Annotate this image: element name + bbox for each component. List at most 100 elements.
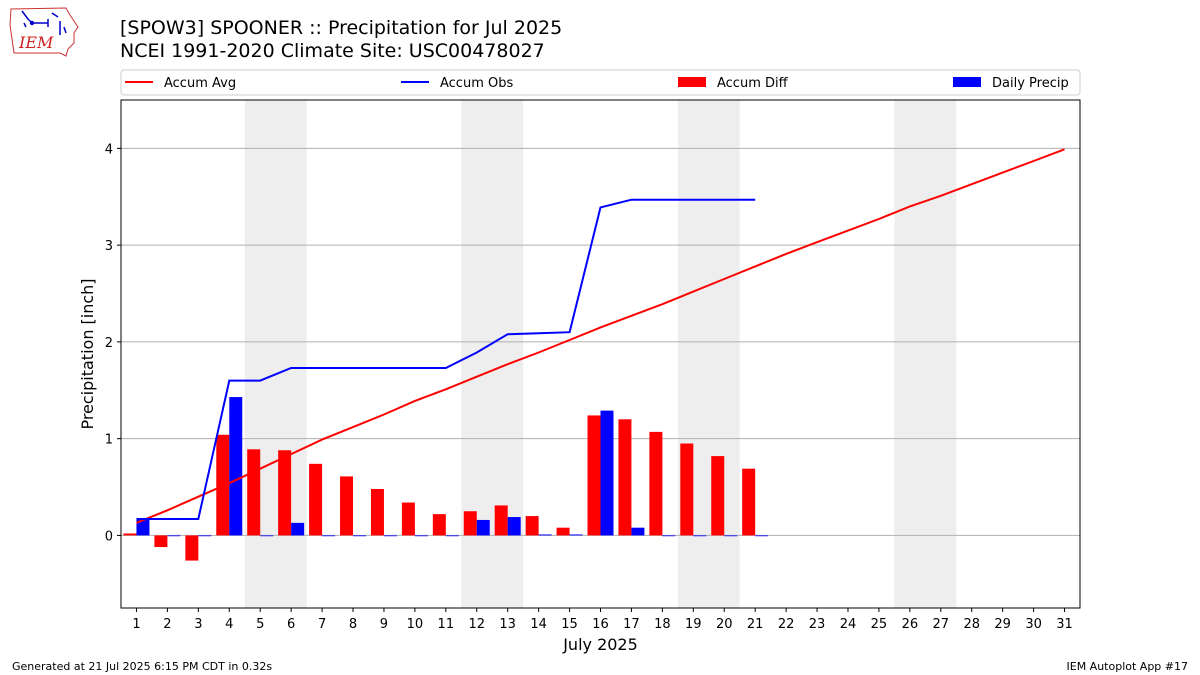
- daily-precip-bar: [167, 535, 181, 537]
- x-tick-label: 9: [380, 617, 388, 632]
- legend-swatch: [953, 77, 981, 87]
- daily-precip-bar: [445, 535, 459, 537]
- daily-precip-bar: [198, 535, 212, 537]
- x-tick-label: 4: [225, 617, 233, 632]
- daily-precip-bar: [260, 535, 274, 537]
- x-tick-label: 18: [654, 617, 671, 632]
- legend-swatch: [678, 77, 706, 87]
- accum-diff-bar: [123, 533, 137, 536]
- daily-precip-bar: [229, 397, 243, 536]
- x-tick-label: 23: [809, 617, 826, 632]
- x-tick-label: 19: [685, 617, 702, 632]
- accum-diff-bar: [494, 505, 508, 536]
- x-tick-label: 26: [902, 617, 919, 632]
- accum-avg-line: [136, 148, 1065, 524]
- x-tick-label: 21: [747, 617, 764, 632]
- daily-precip-bar: [414, 535, 428, 537]
- x-tick-label: 22: [778, 617, 795, 632]
- accum-obs-line: [136, 198, 756, 520]
- daily-precip-bar: [569, 534, 583, 536]
- x-tick-label: 17: [623, 617, 640, 632]
- daily-precip-bar: [322, 535, 336, 537]
- x-tick-label: 27: [933, 617, 950, 632]
- legend-label: Daily Precip: [992, 76, 1069, 91]
- accum-diff-bar: [401, 502, 415, 536]
- y-axis-label: Precipitation [inch]: [78, 278, 97, 429]
- x-tick-label: 1: [132, 617, 140, 632]
- chart-title: [SPOW3] SPOONER :: Precipitation for Jul…: [120, 17, 563, 39]
- daily-precip-bar: [476, 519, 490, 536]
- station-dot-icon: [29, 20, 35, 26]
- accum-diff-bar: [587, 415, 601, 536]
- x-tick-label: 5: [256, 617, 264, 632]
- daily-precip-bar: [693, 535, 707, 537]
- legend-label: Accum Obs: [440, 76, 513, 91]
- x-tick-label: 13: [499, 617, 516, 632]
- daily-precip-bar: [507, 517, 521, 536]
- weekend-shade: [894, 100, 957, 608]
- y-tick-label: 2: [105, 336, 113, 351]
- app-credit: IEM Autoplot App #17: [1066, 660, 1189, 673]
- accum-diff-bar: [711, 456, 725, 536]
- y-tick-label: 4: [105, 142, 113, 157]
- x-tick-label: 7: [318, 617, 326, 632]
- daily-precip-bar: [383, 535, 397, 537]
- daily-precip-bar: [291, 522, 305, 536]
- x-tick-label: 29: [994, 617, 1011, 632]
- accum-diff-bar: [649, 431, 663, 536]
- legend: Accum Avg Accum Obs Accum Diff Daily Precip: [120, 69, 1081, 96]
- y-tick-label: 3: [105, 239, 113, 254]
- accum-diff-bar: [463, 511, 477, 536]
- x-tick-label: 30: [1025, 617, 1042, 632]
- x-tick-label: 2: [163, 617, 171, 632]
- x-tick-label: 11: [438, 617, 455, 632]
- accum-diff-bar: [525, 516, 539, 536]
- accum-diff-bar: [278, 450, 292, 536]
- chart-subtitle: NCEI 1991-2020 Climate Site: USC00478027: [120, 40, 545, 62]
- x-tick-label: 8: [349, 617, 357, 632]
- accum-diff-bar: [247, 449, 261, 536]
- y-tick-label: 1: [105, 433, 113, 448]
- accum-diff-bar: [618, 419, 632, 536]
- daily-precip-bar: [755, 535, 769, 537]
- accum-diff-bar: [742, 468, 756, 536]
- daily-precip-bar: [538, 534, 552, 536]
- daily-precip-bar: [662, 535, 676, 537]
- daily-precip-bar: [724, 535, 738, 537]
- daily-precip-bar: [136, 518, 150, 536]
- daily-precip-bar: [353, 535, 367, 537]
- legend-label: Accum Diff: [717, 76, 789, 91]
- x-tick-label: 12: [468, 617, 485, 632]
- x-tick-label: 31: [1056, 617, 1073, 632]
- logo-text: IEM: [18, 33, 54, 52]
- accum-diff-bar: [309, 463, 323, 536]
- daily-precip-bar: [600, 410, 614, 536]
- accum-diff-bar: [556, 527, 570, 536]
- y-tick-label: 0: [105, 529, 113, 544]
- accum-diff-bar: [154, 535, 168, 548]
- x-axis-label: July 2025: [562, 635, 638, 654]
- legend-box: [120, 69, 1081, 96]
- accum-diff-bar: [370, 488, 384, 536]
- x-tick-label: 6: [287, 617, 295, 632]
- legend-label: Accum Avg: [164, 76, 236, 91]
- x-tick-label: 14: [530, 617, 547, 632]
- iem-logo: IEM: [9, 7, 79, 57]
- accum-diff-bar: [680, 443, 694, 536]
- generated-timestamp: Generated at 21 Jul 2025 6:15 PM CDT in …: [12, 660, 273, 673]
- accum-diff-bar: [185, 535, 199, 561]
- x-tick-label: 24: [840, 617, 857, 632]
- x-tick-label: 10: [407, 617, 424, 632]
- iowa-outline-shape: [9, 7, 79, 57]
- x-tick-label: 3: [194, 617, 202, 632]
- x-tick-label: 28: [963, 617, 980, 632]
- accum-diff-bar: [432, 514, 446, 536]
- x-tick-label: 16: [592, 617, 609, 632]
- x-tick-label: 20: [716, 617, 733, 632]
- x-tick-label: 25: [871, 617, 888, 632]
- accum-diff-bar: [340, 476, 354, 536]
- daily-precip-bar: [631, 527, 645, 536]
- x-tick-label: 15: [561, 617, 578, 632]
